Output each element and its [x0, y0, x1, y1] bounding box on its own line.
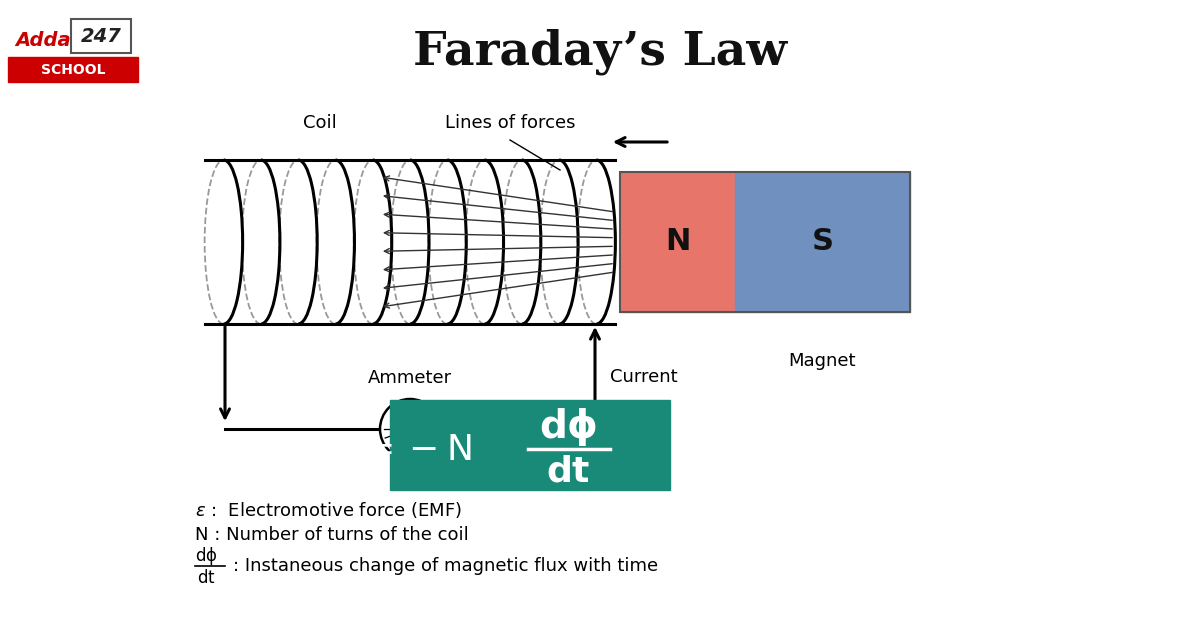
Text: Adda: Adda: [14, 31, 71, 49]
Bar: [8, 8, 138, 83]
Text: N: N: [665, 228, 690, 256]
Text: $\mathbf{d\phi}$: $\mathbf{d\phi}$: [539, 406, 598, 448]
Text: Magnet: Magnet: [788, 352, 857, 370]
FancyBboxPatch shape: [71, 19, 131, 53]
Text: $\varepsilon = -\mathrm{N}$: $\varepsilon = -\mathrm{N}$: [338, 432, 472, 466]
Bar: [390, 400, 670, 490]
Bar: [620, 172, 734, 312]
Text: Ammeter: Ammeter: [368, 369, 452, 387]
Text: Lines of forces: Lines of forces: [445, 114, 575, 132]
Bar: [734, 172, 910, 312]
Text: 247: 247: [80, 28, 121, 47]
Text: Coil: Coil: [304, 114, 337, 132]
Text: SCHOOL: SCHOOL: [41, 63, 106, 77]
Text: : Instaneous change of magnetic flux with time: : Instaneous change of magnetic flux wit…: [233, 557, 658, 575]
Text: S: S: [811, 228, 834, 256]
Text: $\mathrm{d\phi}$: $\mathrm{d\phi}$: [194, 545, 217, 567]
Text: Current: Current: [610, 367, 678, 385]
Text: $\mathrm{dt}$: $\mathrm{dt}$: [197, 569, 216, 587]
Text: $\varepsilon$ :  Electromotive force (EMF): $\varepsilon$ : Electromotive force (EMF…: [194, 500, 462, 520]
Circle shape: [380, 399, 440, 459]
Text: Faraday’s Law: Faraday’s Law: [413, 29, 787, 75]
Text: N : Number of turns of the coil: N : Number of turns of the coil: [194, 526, 469, 544]
Text: $\mathbf{dt}$: $\mathbf{dt}$: [546, 454, 590, 488]
Bar: [8, 57, 138, 82]
